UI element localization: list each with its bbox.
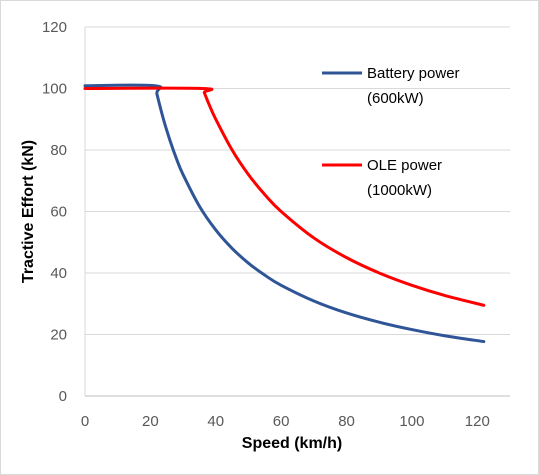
x-tick-label: 40 <box>207 413 224 430</box>
series-line-1 <box>83 83 486 344</box>
tick-labels: 0 20 40 60 80 100 120 0 20 40 60 80 100 120 <box>42 19 490 430</box>
x-tick-label: 100 <box>399 413 424 430</box>
y-tick-label: 20 <box>50 327 67 344</box>
legend-label-1: Battery power <box>367 65 460 82</box>
y-tick-label: 60 <box>50 204 67 221</box>
y-tick-label: 80 <box>50 142 67 159</box>
y-axis-title: Tractive Effort (kN) <box>20 140 37 283</box>
x-tick-label: 120 <box>465 413 490 430</box>
legend-label-2: OLE power <box>367 157 442 174</box>
x-tick-label: 20 <box>142 413 159 430</box>
x-tick-label: 80 <box>338 413 355 430</box>
y-tick-label: 0 <box>59 388 67 405</box>
y-tick-label: 40 <box>50 265 67 282</box>
legend-label-2: (1000kW) <box>367 182 432 199</box>
x-tick-label: 0 <box>81 413 89 430</box>
legend-label-1: (600kW) <box>367 90 424 107</box>
series-lines <box>83 83 486 344</box>
y-tick-label: 120 <box>42 19 67 36</box>
x-tick-label: 60 <box>273 413 290 430</box>
series-line-2 <box>83 86 486 307</box>
x-axis-title: Speed (km/h) <box>242 435 342 452</box>
y-tick-label: 100 <box>42 81 67 98</box>
legend: Battery power (600kW) OLE power (1000kW) <box>322 65 460 199</box>
